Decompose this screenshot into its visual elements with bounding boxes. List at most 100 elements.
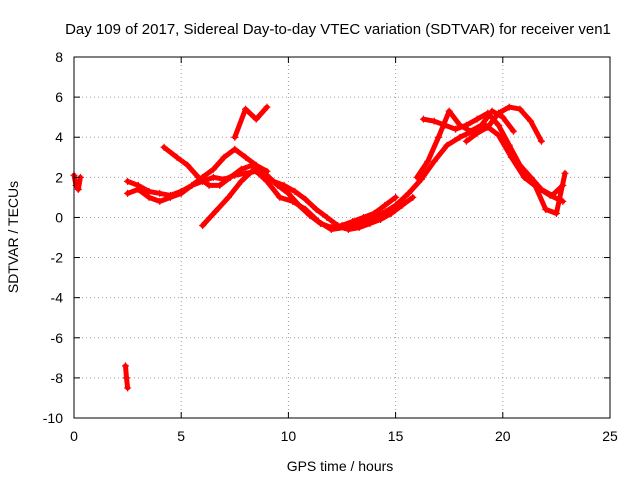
y-tick-label: -8 (51, 370, 64, 386)
data-point (124, 189, 132, 197)
data-point (430, 117, 438, 125)
data-point (445, 107, 453, 115)
y-axis-label: SDTVAR / TECUs (5, 181, 21, 293)
x-tick-label: 5 (177, 428, 185, 444)
data-point (495, 131, 503, 139)
data-point (441, 121, 449, 129)
data-point (404, 189, 412, 197)
data-point (327, 225, 335, 233)
data-point (237, 177, 245, 185)
data-point (123, 374, 131, 382)
data-point (456, 133, 464, 141)
data-point (314, 217, 322, 225)
data-point (381, 201, 389, 209)
data-point (74, 185, 82, 193)
series-line (232, 104, 270, 140)
series-arc-7 (231, 103, 271, 141)
data-point (263, 177, 271, 185)
grid-lines (74, 57, 610, 418)
data-point (473, 115, 481, 123)
y-tick-label: -4 (51, 290, 64, 306)
data-point (252, 115, 260, 123)
x-tick-label: 0 (70, 428, 78, 444)
y-tick-label: 6 (55, 89, 63, 105)
data-point (302, 195, 310, 203)
series-line (161, 144, 416, 232)
series-line (421, 110, 566, 198)
data-point (216, 181, 224, 189)
series-arc-11 (531, 169, 569, 217)
y-tick-label: 2 (55, 169, 63, 185)
data-point (484, 123, 492, 131)
data-point (312, 205, 320, 213)
y-tick-label: 8 (55, 49, 63, 65)
data-point (291, 187, 299, 195)
plot-frame (73, 56, 611, 419)
data-point (212, 207, 220, 215)
data-point (409, 193, 417, 201)
data-point (184, 161, 192, 169)
data-point (417, 175, 425, 183)
data-point (379, 209, 387, 217)
series-line (125, 146, 270, 204)
x-tick-label: 20 (495, 428, 511, 444)
data-point (353, 219, 361, 227)
data-point (227, 173, 235, 181)
data-point (134, 185, 142, 193)
x-tick-label: 25 (602, 428, 618, 444)
series-arc-4 (124, 145, 271, 205)
data-point (340, 223, 348, 231)
data-point (462, 137, 470, 145)
data-point (220, 153, 228, 161)
data-point (467, 127, 475, 135)
data-point (302, 205, 310, 213)
data-point (263, 103, 271, 111)
data-point (366, 215, 374, 223)
series-line (532, 170, 568, 216)
data-point (516, 105, 524, 113)
data-point (499, 113, 507, 121)
x-tick-label: 15 (388, 428, 404, 444)
data-point (121, 362, 129, 370)
y-tick-label: 4 (55, 129, 63, 145)
data-point (323, 213, 331, 221)
data-point (537, 137, 545, 145)
data-point (443, 141, 451, 149)
data-point (527, 173, 535, 181)
data-point (145, 187, 153, 195)
data-point (166, 193, 174, 201)
data-point (231, 133, 239, 141)
y-tick-label: -6 (51, 330, 64, 346)
data-point (495, 109, 503, 117)
chart-title: Day 109 of 2017, Sidereal Day-to-day VTE… (65, 21, 611, 38)
data-point (516, 161, 524, 169)
data-point (276, 193, 284, 201)
data-point (392, 201, 400, 209)
data-point (505, 141, 513, 149)
data-point (156, 189, 164, 197)
data-point (452, 125, 460, 133)
data-point (205, 181, 213, 189)
data-point (124, 384, 132, 392)
y-tick-label: -2 (51, 250, 64, 266)
y-tick-label: -10 (43, 410, 63, 426)
data-point (398, 201, 406, 209)
data-point (552, 209, 560, 217)
data-point (188, 181, 196, 189)
data-point (209, 173, 217, 181)
series-line (71, 172, 83, 192)
data-point (237, 165, 245, 173)
x-axis-label: GPS time / hours (287, 458, 394, 474)
data-point (477, 121, 485, 129)
data-point (224, 193, 232, 201)
y-tick-label: 0 (55, 209, 63, 225)
series-arc-9 (462, 103, 545, 145)
data-point (160, 143, 168, 151)
data-point (177, 189, 185, 197)
series-arc-2 (121, 362, 132, 392)
data-point (484, 109, 492, 117)
data-point (242, 153, 250, 161)
plot-frame-layer (73, 56, 611, 419)
data-point (548, 191, 556, 199)
data-point (280, 181, 288, 189)
